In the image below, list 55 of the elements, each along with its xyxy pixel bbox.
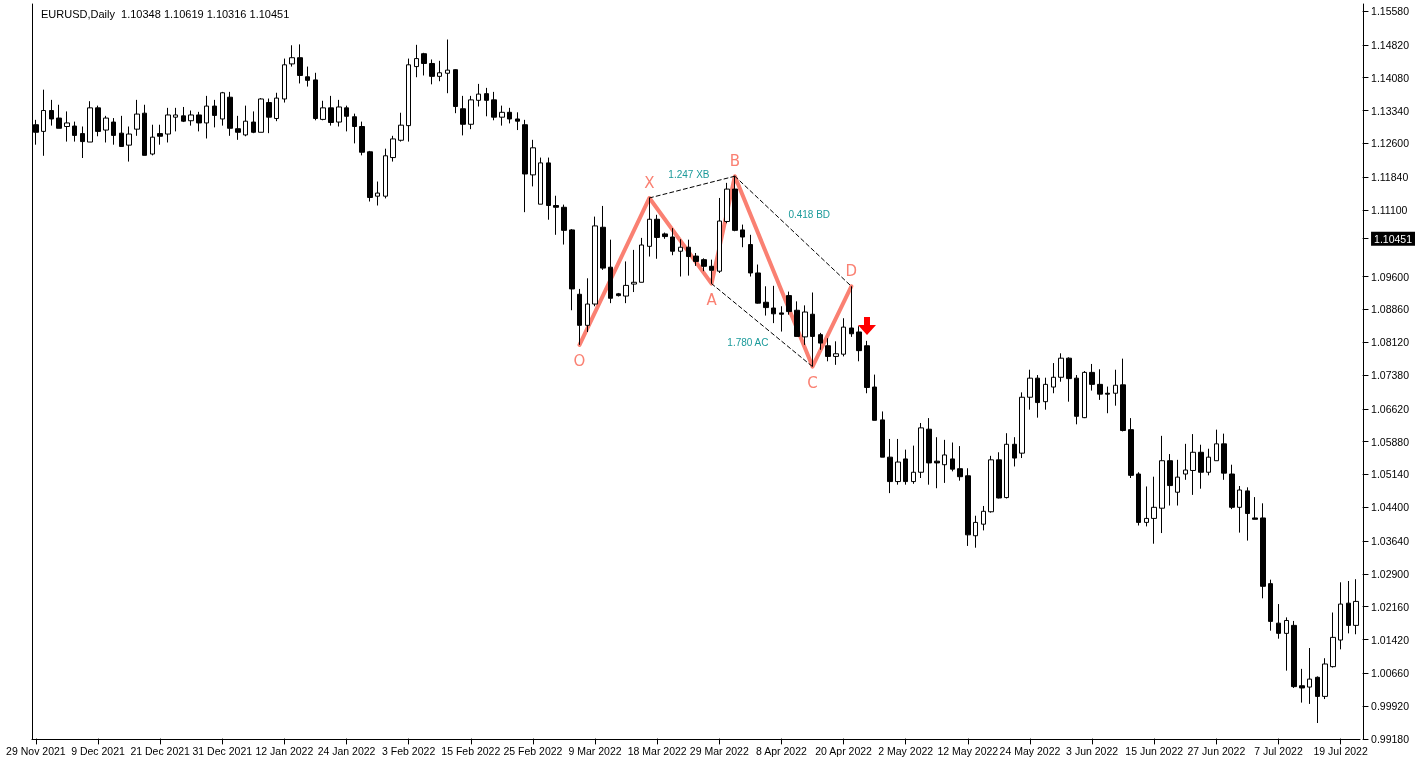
annotation: 0.418 BD: [788, 208, 831, 220]
x-tick-label: 12 Jan 2022: [255, 744, 314, 757]
x-tick-label: 18 Mar 2022: [627, 744, 687, 757]
x-tick-label: 19 Jul 2022: [1313, 744, 1368, 757]
y-tick-label: 1.09600: [1371, 270, 1410, 283]
x-tick-label: 15 Feb 2022: [441, 744, 501, 757]
y-tick-label: 1.11840: [1371, 171, 1409, 184]
y-tick-label: 1.02160: [1371, 600, 1410, 613]
y-tick-label: 1.13340: [1371, 104, 1410, 117]
x-tick-label: 29 Nov 2021: [6, 744, 66, 757]
x-tick-label: 8 Apr 2022: [756, 744, 808, 757]
y-tick-label: 1.04400: [1371, 501, 1410, 514]
y-tick-label: 1.08860: [1371, 303, 1410, 316]
x-tick-label: 7 Jul 2022: [1254, 744, 1303, 757]
y-tick-label: 1.14820: [1371, 38, 1410, 51]
y-tick-label: 0.99920: [1371, 700, 1410, 713]
x-tick-label: 15 Jun 2022: [1125, 744, 1184, 757]
y-tick-label: 1.05140: [1371, 468, 1410, 481]
y-tick-label: 1.00660: [1371, 667, 1410, 680]
annotation: 1.247 XB: [668, 169, 710, 181]
y-tick-label: 1.05880: [1371, 435, 1410, 448]
y-tick-label: 1.02900: [1371, 567, 1410, 580]
x-tick-label: 3 Jun 2022: [1066, 744, 1119, 757]
x-tick-label: 25 Feb 2022: [503, 744, 563, 757]
x-tick-label: 20 Apr 2022: [815, 744, 873, 757]
annotation: A: [706, 290, 718, 309]
x-tick-label: 24 Jan 2022: [317, 744, 376, 757]
y-tick-label: 1.01420: [1371, 633, 1410, 646]
x-tick-label: 21 Dec 2021: [130, 744, 191, 757]
annotation: B: [729, 152, 740, 171]
y-tick-label: 0.99180: [1371, 733, 1410, 745]
x-tick-label: 2 May 2022: [878, 744, 934, 757]
x-tick-label: 12 May 2022: [937, 744, 999, 757]
y-tick-label: 1.10451: [1374, 233, 1413, 246]
y-tick-label: 1.03640: [1371, 535, 1410, 548]
x-tick-label: 9 Dec 2021: [71, 744, 126, 757]
y-tick-label: 1.12600: [1371, 137, 1410, 150]
annotation: O: [573, 351, 586, 370]
x-tick-label: 3 Feb 2022: [382, 744, 436, 757]
y-tick-label: 1.14080: [1371, 71, 1410, 84]
y-tick-label: 1.06620: [1371, 402, 1410, 415]
annotation: 1.780 AC: [727, 336, 769, 348]
y-tick-label: 1.15580: [1371, 5, 1410, 18]
y-tick-label: 1.08120: [1371, 336, 1410, 349]
chart-title: EURUSD,Daily 1.10348 1.10619 1.10316 1.10451: [41, 7, 290, 20]
x-tick-label: 24 May 2022: [999, 744, 1061, 757]
annotation: C: [807, 373, 818, 392]
annotation: D: [845, 262, 858, 281]
x-tick-label: 31 Dec 2021: [192, 744, 253, 757]
x-tick-label: 27 Jun 2022: [1187, 744, 1246, 757]
annotation: X: [644, 173, 655, 192]
y-tick-label: 1.07380: [1371, 369, 1410, 382]
x-tick-label: 29 Mar 2022: [689, 744, 749, 757]
y-tick-label: 1.11100: [1371, 203, 1408, 216]
x-tick-label: 9 Mar 2022: [568, 744, 622, 757]
